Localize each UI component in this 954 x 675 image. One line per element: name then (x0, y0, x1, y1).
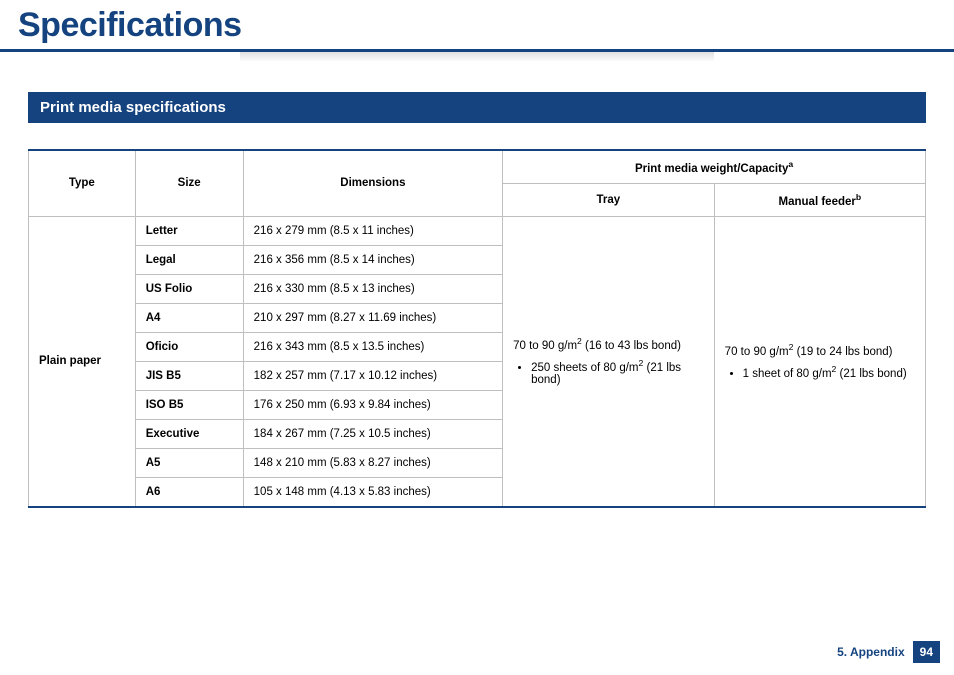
cell-manual-capacity: 70 to 90 g/m2 (19 to 24 lbs bond) 1 shee… (714, 216, 925, 507)
cell-dim: 105 x 148 mm (4.13 x 5.83 inches) (243, 477, 502, 507)
cell-dim: 182 x 257 mm (7.17 x 10.12 inches) (243, 361, 502, 390)
cell-size: Legal (135, 245, 243, 274)
cell-size: Oficio (135, 332, 243, 361)
cell-size: ISO B5 (135, 390, 243, 419)
manual-bullet: 1 sheet of 80 g/m2 (21 lbs bond) (743, 364, 915, 380)
manual-range: 70 to 90 g/m2 (19 to 24 lbs bond) (725, 346, 893, 358)
manual-label: Manual feeder (779, 196, 856, 208)
cell-type: Plain paper (29, 216, 136, 507)
capacity-group-label: Print media weight/Capacity (635, 163, 788, 175)
cell-tray-capacity: 70 to 90 g/m2 (16 to 43 lbs bond) 250 sh… (503, 216, 715, 507)
cell-size: A5 (135, 448, 243, 477)
manual-sup-b: b (856, 192, 861, 202)
tray-bullet: 250 sheets of 80 g/m2 (21 lbs bond) (531, 358, 704, 386)
tray-range: 70 to 90 g/m2 (16 to 43 lbs bond) (513, 340, 681, 352)
cell-size: Letter (135, 216, 243, 245)
cell-size: US Folio (135, 274, 243, 303)
cell-size: Executive (135, 419, 243, 448)
col-manual: Manual feederb (714, 183, 925, 216)
page-footer: 5. Appendix 94 (837, 641, 940, 663)
section-heading: Print media specifications (28, 92, 926, 123)
page-title: Specifications (0, 0, 954, 52)
cell-dim: 216 x 330 mm (8.5 x 13 inches) (243, 274, 502, 303)
spec-table-body: Plain paper Letter 216 x 279 mm (8.5 x 1… (29, 216, 926, 507)
footer-page-number: 94 (913, 641, 940, 663)
content-area: Print media specifications Type Size Dim… (0, 62, 954, 508)
footer-section: 5. Appendix (837, 645, 905, 659)
cell-dim: 148 x 210 mm (5.83 x 8.27 inches) (243, 448, 502, 477)
cell-dim: 176 x 250 mm (6.93 x 9.84 inches) (243, 390, 502, 419)
cell-dim: 216 x 356 mm (8.5 x 14 inches) (243, 245, 502, 274)
col-type: Type (29, 150, 136, 216)
cell-dim: 184 x 267 mm (7.25 x 10.5 inches) (243, 419, 502, 448)
cell-size: A4 (135, 303, 243, 332)
col-capacity-group: Print media weight/Capacitya (503, 150, 926, 183)
cell-size: JIS B5 (135, 361, 243, 390)
cell-dim: 216 x 343 mm (8.5 x 13.5 inches) (243, 332, 502, 361)
col-tray: Tray (503, 183, 715, 216)
cell-dim: 216 x 279 mm (8.5 x 11 inches) (243, 216, 502, 245)
capacity-sup-a: a (788, 159, 793, 169)
cell-size: A6 (135, 477, 243, 507)
title-shadow (240, 52, 714, 62)
spec-table: Type Size Dimensions Print media weight/… (28, 149, 926, 508)
col-size: Size (135, 150, 243, 216)
cell-dim: 210 x 297 mm (8.27 x 11.69 inches) (243, 303, 502, 332)
col-dimensions: Dimensions (243, 150, 502, 216)
